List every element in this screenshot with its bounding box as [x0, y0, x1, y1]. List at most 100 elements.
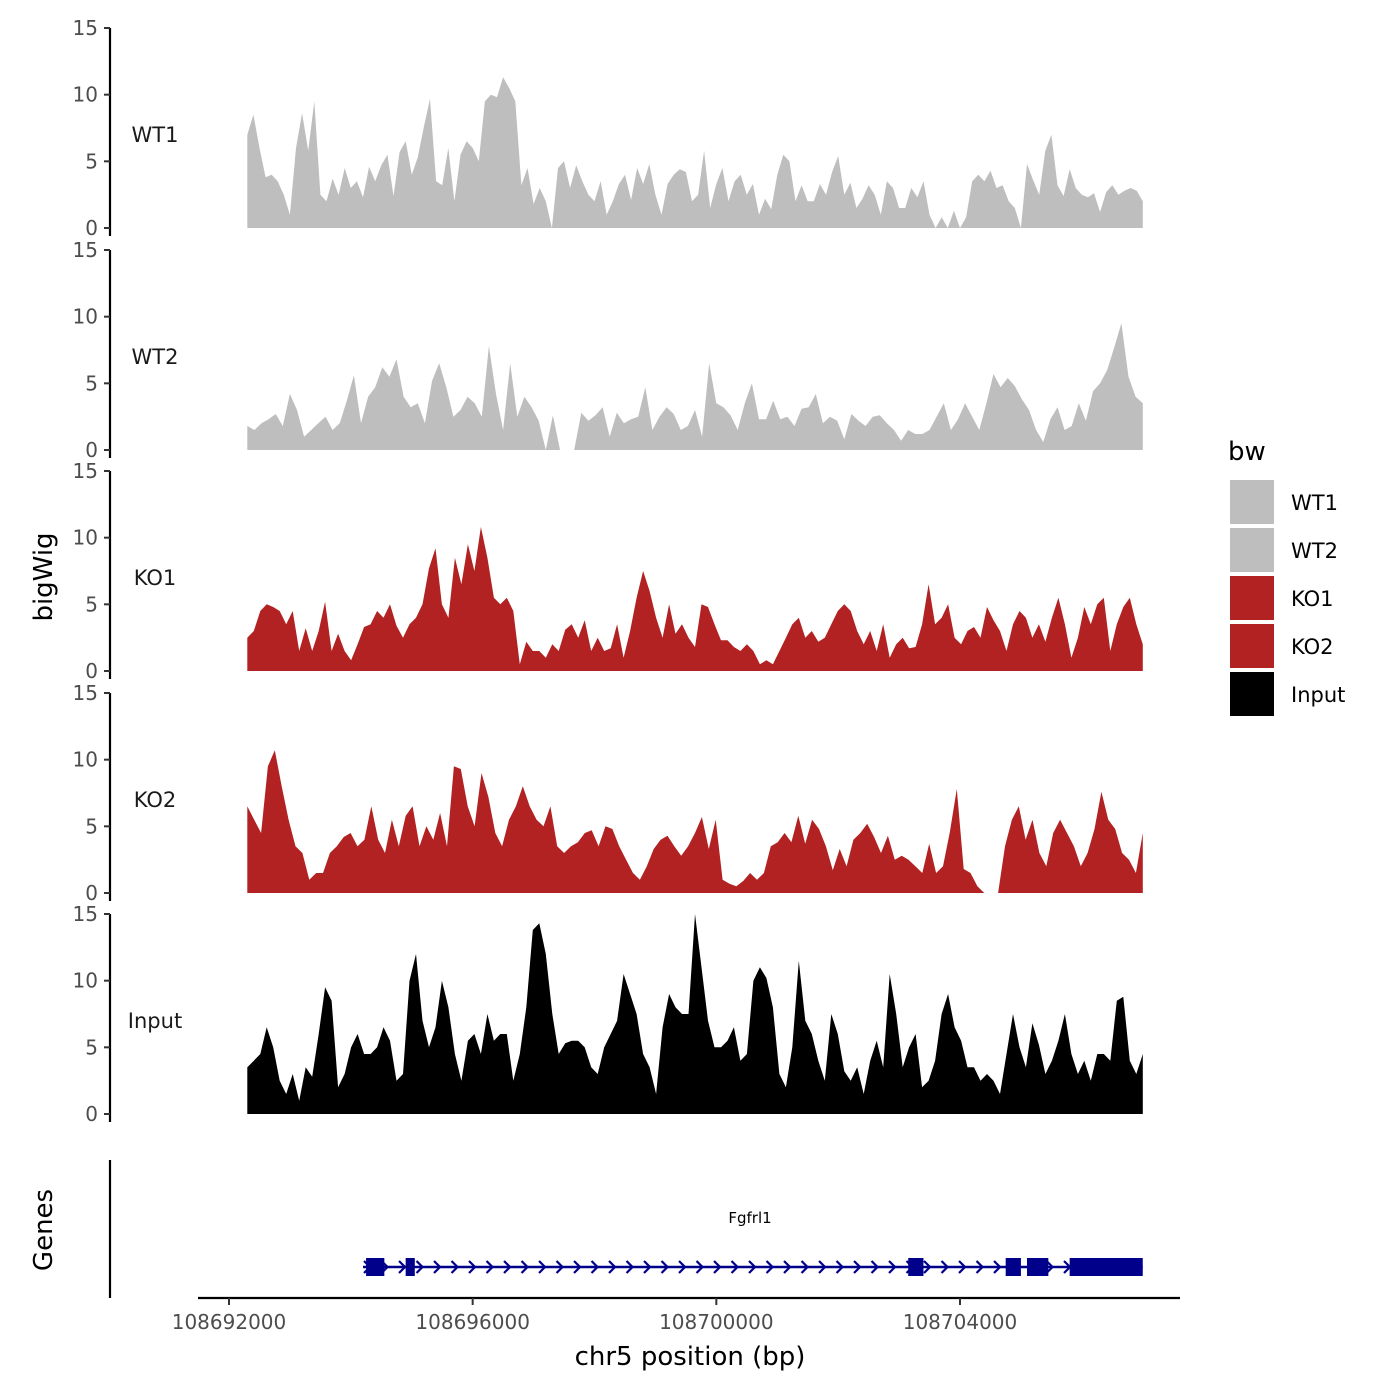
legend-swatch: [1230, 528, 1274, 572]
strand-arrow-icon: [503, 1260, 512, 1274]
strand-arrow-icon: [695, 1260, 705, 1274]
legend-item-wt2: WT2: [1230, 528, 1338, 572]
strand-arrow-icon: [590, 1260, 600, 1274]
strand-arrow-icon: [678, 1260, 687, 1274]
y-tick-label: 5: [85, 1035, 98, 1059]
legend-label: Input: [1291, 683, 1345, 707]
coverage-area-wt2: [247, 323, 1143, 450]
y-tick-label: 15: [73, 238, 98, 262]
strand-arrow-icon: [783, 1260, 792, 1274]
strand-arrow-icon: [538, 1260, 547, 1274]
y-tick-label: 15: [73, 681, 98, 705]
x-tick-label: 108692000: [172, 1310, 287, 1334]
gene-track: Fgfrl1: [108, 1160, 1143, 1298]
x-axis-title: chr5 position (bp): [575, 1342, 806, 1372]
track-label: WT1: [132, 123, 179, 147]
strand-arrow-icon: [818, 1260, 827, 1274]
track-ko1: 0 5 10 15 KO1: [73, 459, 1143, 683]
track-label: Input: [128, 1009, 182, 1033]
legend-item-wt1: WT1: [1230, 480, 1338, 524]
legend-swatch: [1230, 624, 1274, 668]
x-axis: 108692000 108696000 108700000 108704000: [172, 1296, 1180, 1334]
gene-exon: [1069, 1258, 1143, 1276]
legend: bw WT1 WT2 KO1 KO2 Input: [1228, 437, 1345, 716]
legend-label: KO1: [1291, 587, 1334, 611]
strand-arrow-icon: [765, 1260, 775, 1274]
strand-arrow-icon: [748, 1260, 757, 1274]
legend-swatch: [1230, 480, 1274, 524]
y-tick-label: 5: [85, 592, 98, 616]
y-tick-label: 10: [73, 83, 98, 107]
strand-arrow-icon: [433, 1260, 442, 1274]
track-label: KO2: [134, 788, 177, 812]
y-tick-label: 10: [73, 526, 98, 550]
strand-arrow-icon: [975, 1260, 985, 1274]
coverage-area-ko1: [247, 527, 1143, 671]
genes-axis-title: Genes: [29, 1189, 59, 1271]
track-wt2: 0 5 10 15 WT2: [73, 238, 1143, 462]
coverage-area-ko2: [247, 750, 1143, 893]
track-wt1: 0 5 10 15 WT1: [73, 16, 1143, 240]
y-tick-label: 5: [85, 149, 98, 173]
strand-arrow-icon: [625, 1260, 635, 1274]
strand-arrow-icon: [555, 1260, 565, 1274]
y-tick-label: 5: [85, 814, 98, 838]
y-tick-label: 10: [73, 748, 98, 772]
coverage-tracks: 0 5 10 15 WT1 0 5 10 15 WT2 0 5 10 15 KO1 0 5 10 15 KO2 0 5 10…: [73, 16, 1143, 1126]
y-tick-label: 0: [85, 1102, 98, 1126]
strand-arrow-icon: [485, 1260, 495, 1274]
strand-arrow-icon: [520, 1260, 530, 1274]
legend-swatch: [1230, 576, 1274, 620]
track-input: 0 5 10 15 Input: [73, 902, 1143, 1126]
legend-swatch: [1230, 672, 1274, 716]
y-axis-title: bigWig: [29, 532, 59, 621]
strand-arrow-icon: [415, 1260, 425, 1274]
track-label: KO1: [134, 566, 177, 590]
y-tick-label: 15: [73, 459, 98, 483]
track-label: WT2: [132, 345, 179, 369]
legend-item-ko1: KO1: [1230, 576, 1334, 620]
strand-arrow-icon: [468, 1260, 477, 1274]
gene-fgfrl1: Fgfrl1: [363, 1209, 1143, 1276]
strand-arrow-icon: [870, 1260, 880, 1274]
gene-name-label: Fgfrl1: [728, 1209, 771, 1227]
strand-arrow-icon: [398, 1260, 407, 1274]
y-tick-label: 5: [85, 371, 98, 395]
strand-arrow-icon: [958, 1260, 967, 1274]
strand-arrow-icon: [450, 1260, 460, 1274]
strand-arrow-icon: [573, 1260, 582, 1274]
x-tick-label: 108696000: [415, 1310, 530, 1334]
gene-exon: [366, 1258, 385, 1276]
strand-arrow-icon: [608, 1260, 617, 1274]
gene-exon: [405, 1258, 415, 1276]
strand-arrow-icon: [713, 1260, 722, 1274]
legend-label: KO2: [1291, 635, 1334, 659]
legend-item-ko2: KO2: [1230, 624, 1334, 668]
y-tick-label: 0: [85, 438, 98, 462]
strand-arrow-icon: [940, 1260, 950, 1274]
coverage-area-input: [247, 914, 1143, 1114]
y-tick-label: 15: [73, 902, 98, 926]
strand-arrow-icon: [888, 1260, 897, 1274]
strand-arrow-icon: [643, 1260, 652, 1274]
gene-exon: [908, 1258, 924, 1276]
strand-arrow-icon: [1045, 1260, 1055, 1274]
strand-arrow-icon: [853, 1260, 862, 1274]
strand-arrow-icon: [923, 1260, 932, 1274]
legend-label: WT2: [1291, 539, 1338, 563]
y-tick-label: 0: [85, 216, 98, 240]
y-tick-label: 10: [73, 305, 98, 329]
gene-exon: [1027, 1258, 1049, 1276]
x-tick-label: 108700000: [659, 1310, 774, 1334]
strand-arrow-icon: [730, 1260, 740, 1274]
legend-title: bw: [1228, 437, 1266, 467]
strand-arrow-icon: [993, 1260, 1002, 1274]
legend-label: WT1: [1291, 491, 1338, 515]
y-tick-label: 0: [85, 659, 98, 683]
y-tick-label: 10: [73, 969, 98, 993]
strand-arrow-icon: [800, 1260, 810, 1274]
y-tick-label: 15: [73, 16, 98, 40]
strand-arrow-icon: [660, 1260, 670, 1274]
x-tick-label: 108704000: [903, 1310, 1018, 1334]
